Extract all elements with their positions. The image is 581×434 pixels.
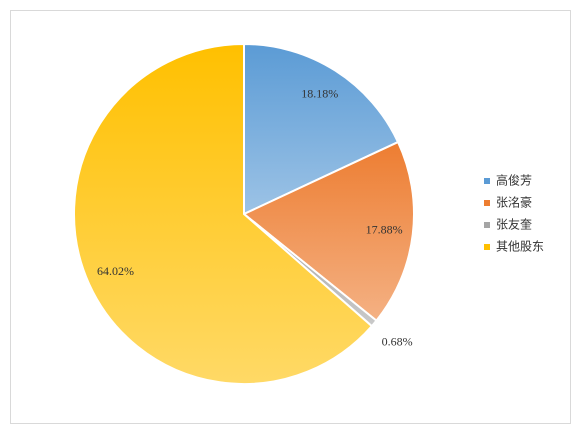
pie-slice [243,42,400,216]
pie-slice [242,140,415,323]
legend-swatch [484,200,490,206]
data-label: 0.68% [382,334,413,348]
legend-label: 张洺豪 [496,195,532,210]
legend-label: 高俊芳 [496,173,532,188]
data-label: 64.02% [97,264,134,278]
legend-swatch [484,222,490,228]
data-label: 18.18% [301,87,338,101]
legend-label: 其他股东 [496,240,544,254]
pie-slice [73,42,374,385]
legend-swatch [484,244,490,250]
legend-swatch [484,178,490,184]
legend-label: 张友奎 [496,217,532,232]
data-label: 17.88% [366,223,403,237]
